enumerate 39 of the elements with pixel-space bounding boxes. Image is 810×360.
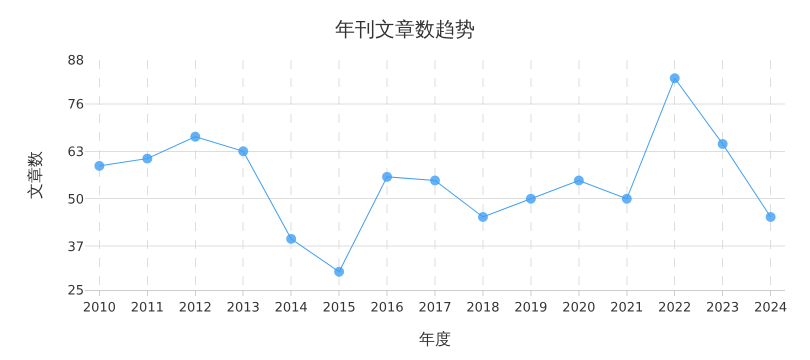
point — [334, 266, 344, 277]
y-tick-label: 37 — [67, 240, 84, 255]
x-tick-label: 2020 — [562, 300, 596, 316]
point — [382, 172, 392, 182]
x-tick-label: 2015 — [322, 300, 356, 316]
x-tick-label: 2017 — [418, 300, 452, 316]
x-tick-label: 2010 — [82, 300, 116, 316]
x-tick-label: 2016 — [370, 300, 404, 316]
point — [766, 212, 776, 222]
y-axis-title: 文章数 — [25, 151, 44, 199]
point — [622, 194, 632, 204]
y-tick-label: 50 — [67, 192, 84, 208]
point — [526, 194, 536, 204]
point — [142, 154, 152, 164]
y-tick-label: 25 — [67, 284, 84, 299]
x-tick-label: 2011 — [130, 300, 164, 316]
x-tick-label: 2024 — [754, 300, 788, 316]
y-tick-label: 76 — [67, 97, 84, 112]
point — [478, 212, 488, 222]
point — [718, 138, 728, 149]
point — [190, 132, 200, 142]
point — [238, 146, 248, 156]
y-tick-label: 88 — [67, 54, 84, 69]
y-tick-label: 63 — [67, 144, 84, 160]
point — [286, 234, 296, 244]
x-tick-label: 2018 — [466, 300, 500, 316]
x-tick-label: 2013 — [226, 300, 260, 316]
point — [94, 160, 104, 171]
x-axis-title: 年度 — [419, 329, 451, 348]
x-tick-label: 2021 — [610, 300, 644, 316]
chart-title: 年刊文章数趋势 — [335, 16, 475, 41]
point — [670, 73, 680, 84]
x-tick-label: 2023 — [706, 300, 740, 316]
point — [430, 175, 440, 186]
point — [574, 175, 584, 186]
x-tick-label: 2014 — [274, 300, 308, 316]
x-tick-label: 2019 — [514, 300, 548, 316]
x-tick-label: 2012 — [178, 300, 212, 316]
x-tick-label: 2022 — [658, 300, 692, 316]
